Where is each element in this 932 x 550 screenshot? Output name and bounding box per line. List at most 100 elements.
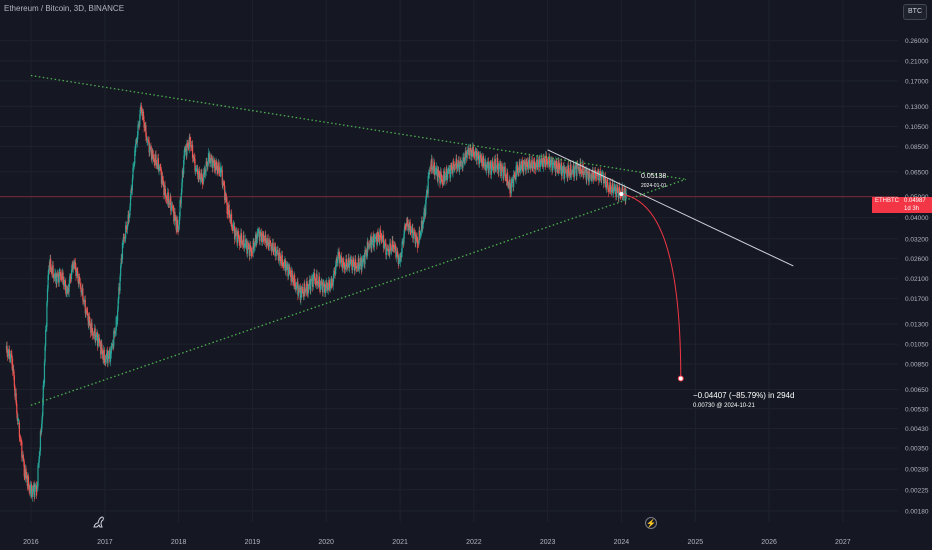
candle-body [45, 326, 47, 330]
candle-body [201, 177, 204, 185]
candle-body [181, 182, 183, 193]
candle-body [18, 422, 20, 438]
candle-body [90, 323, 92, 333]
candle-body [606, 181, 608, 189]
candle-body [235, 231, 237, 233]
candle-body [615, 187, 617, 197]
candle-body [604, 176, 607, 183]
candle-body [587, 171, 589, 174]
candle-body [283, 263, 285, 267]
candle-body [156, 164, 158, 166]
candle-body [312, 278, 314, 287]
candle-body [472, 146, 474, 154]
candle-body [341, 262, 343, 268]
lightning-icon[interactable]: ⚡ [645, 517, 657, 529]
candle-body [387, 248, 389, 252]
candle-body [240, 232, 242, 245]
candle-body [11, 358, 14, 371]
candle-body [152, 154, 154, 160]
candle-body [412, 233, 415, 239]
y-tick-label: 0.00280 [905, 467, 929, 474]
candle-body [424, 208, 426, 215]
candle-body [537, 160, 540, 168]
candle-body [157, 158, 160, 171]
candle-body [89, 321, 91, 327]
candle-body [399, 255, 401, 263]
candle-body [144, 124, 146, 129]
candle-body [183, 160, 185, 175]
candle-body [572, 165, 574, 171]
candle-body [340, 256, 343, 263]
y-tick-label: 0.00430 [905, 426, 929, 433]
candle-body [301, 287, 303, 294]
candle-body [79, 283, 82, 287]
candle-body [191, 144, 193, 148]
candle-body [310, 279, 312, 281]
candle-body [550, 159, 553, 162]
candle-body [362, 258, 364, 263]
candle-body [539, 159, 541, 168]
candle-body [306, 281, 308, 292]
candle-body [274, 246, 276, 248]
candle-body [32, 484, 35, 490]
tradingview-dino-icon[interactable] [92, 514, 108, 530]
candle-body [423, 211, 425, 220]
candle-body [325, 282, 327, 289]
candle-body [425, 194, 427, 200]
candle-body [576, 164, 579, 166]
candle-body [27, 476, 30, 487]
candle-body [14, 386, 16, 397]
candle-body [15, 393, 17, 404]
candle-body [470, 148, 472, 151]
candle-body [457, 163, 459, 168]
candle-body [173, 211, 175, 222]
candle-body [66, 289, 68, 290]
candle-body [344, 265, 346, 270]
candle-body [74, 262, 76, 268]
candle-body [543, 158, 546, 164]
candle-body [536, 159, 538, 167]
currency-button[interactable]: BTC [903, 4, 927, 20]
candle-body [484, 158, 486, 167]
candle-body [460, 161, 462, 164]
lower-trendline [30, 178, 687, 406]
candle-body [13, 375, 15, 387]
candle-body [612, 191, 615, 193]
candle-body [310, 280, 312, 291]
candle-body [307, 286, 309, 294]
candle-body [234, 231, 236, 240]
candle-body [280, 261, 282, 264]
candle-body [255, 234, 257, 243]
candle-body [347, 257, 349, 263]
candle-body [464, 160, 466, 162]
candle-body [85, 310, 88, 312]
candle-body [16, 413, 18, 421]
candle-body [7, 351, 9, 357]
candle-body [510, 187, 512, 194]
candle-body [16, 403, 18, 414]
candle-body [142, 111, 144, 117]
candle-body [281, 255, 283, 263]
candle-body [435, 166, 437, 171]
candle-body [225, 197, 228, 202]
candle-body [588, 172, 590, 182]
candle-body [53, 276, 55, 278]
candle-body [150, 150, 153, 160]
candle-body [348, 263, 351, 268]
candle-body [268, 240, 270, 247]
candle-body [520, 165, 522, 170]
candle-body [428, 174, 430, 177]
candle-body [218, 162, 220, 172]
candle-body [171, 205, 173, 207]
candle-body [344, 266, 346, 270]
candle-body [11, 354, 13, 365]
resistance-line [547, 149, 794, 267]
candle-body [56, 276, 58, 285]
candle-body [261, 233, 264, 243]
candle-body [37, 462, 40, 466]
candle-body [134, 143, 137, 153]
candle-body [244, 244, 246, 246]
x-tick-label: 2022 [466, 539, 482, 546]
candle-body [296, 281, 298, 286]
